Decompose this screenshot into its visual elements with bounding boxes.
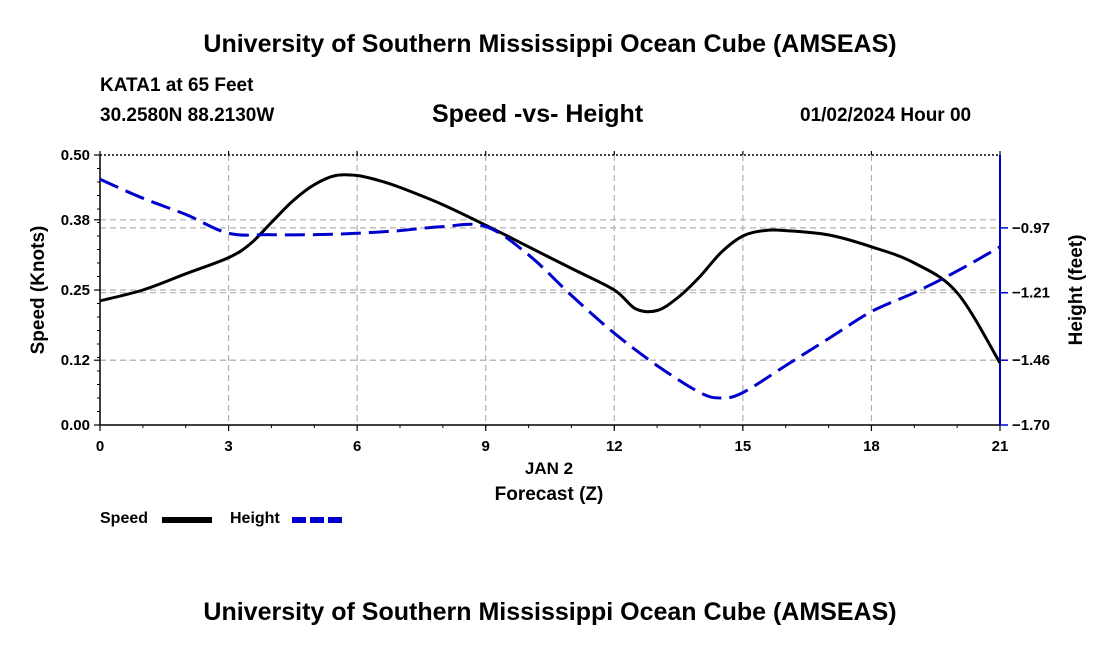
axes-layer: 0 3 6 9 12 15 18 21 0.00 0.12 0.25 0.38 0.50 −0.97 −1.… <box>61 147 1050 455</box>
station-coordinates: 30.2580N 88.2130W <box>100 105 275 126</box>
y-right-tick-label--1.70: −1.70 <box>1012 417 1050 434</box>
x-tick-label-21: 21 <box>992 438 1009 455</box>
x-tick-label-3: 3 <box>224 438 232 455</box>
forecast-datetime: 01/02/2024 Hour 00 <box>800 105 972 126</box>
station-label: KATA1 at 65 Feet <box>100 75 254 96</box>
main-title: University of Southern Mississippi Ocean… <box>203 30 897 58</box>
footer-title: University of Southern Mississippi Ocean… <box>203 598 897 626</box>
legend-speed-swatch <box>162 517 212 523</box>
x-axis-title: Forecast (Z) <box>495 484 604 505</box>
series-line-height <box>99 177 1001 400</box>
x-axis-date-label: JAN 2 <box>525 459 573 478</box>
y-left-tick-label-0.25: 0.25 <box>61 282 90 299</box>
labels-layer: JAN 2 Forecast (Z) Speed (Knots) Height … <box>28 226 1087 505</box>
y-right-tick-label--1.21: −1.21 <box>1012 285 1050 302</box>
y-axis-right-title: Height (feet) <box>1066 235 1087 346</box>
x-tick-label-12: 12 <box>606 438 623 455</box>
x-tick-label-9: 9 <box>482 438 490 455</box>
y-left-tick-label-0.38: 0.38 <box>61 212 90 229</box>
series-line-speed <box>99 173 1002 364</box>
chart-subtitle: Speed -vs- Height <box>432 100 644 128</box>
y-axis-left-title: Speed (Knots) <box>28 226 49 355</box>
x-tick-label-15: 15 <box>735 438 752 455</box>
y-left-tick-label-0.50: 0.50 <box>61 147 90 164</box>
x-tick-label-0: 0 <box>96 438 104 455</box>
y-left-tick-label-0.00: 0.00 <box>61 417 90 434</box>
y-right-tick-label--1.46: −1.46 <box>1012 352 1050 369</box>
y-right-tick-label--0.97: −0.97 <box>1012 220 1050 237</box>
y-left-tick-label-0.12: 0.12 <box>61 352 90 369</box>
series-layer <box>99 173 1002 400</box>
x-tick-label-6: 6 <box>353 438 361 455</box>
legend-speed-label: Speed <box>100 510 149 527</box>
x-tick-label-18: 18 <box>863 438 880 455</box>
grid-layer <box>100 155 1000 425</box>
legend-height-swatch <box>292 517 342 523</box>
legend-height-label: Height <box>230 510 280 527</box>
